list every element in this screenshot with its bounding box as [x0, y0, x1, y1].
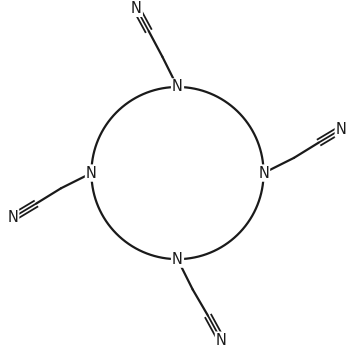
Text: N: N — [7, 210, 18, 225]
Text: N: N — [258, 166, 269, 181]
Text: N: N — [172, 79, 183, 95]
Text: N: N — [216, 333, 227, 348]
Text: N: N — [336, 122, 346, 137]
Text: N: N — [86, 166, 97, 181]
Text: N: N — [131, 1, 142, 16]
Text: N: N — [172, 252, 183, 267]
